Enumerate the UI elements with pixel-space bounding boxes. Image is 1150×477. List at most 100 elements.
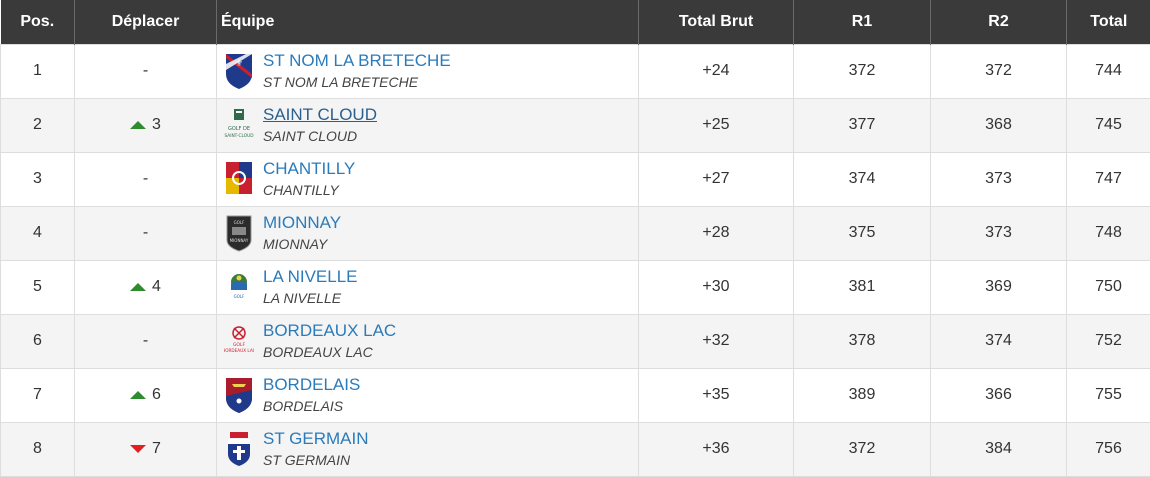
movement: 3 — [130, 116, 161, 134]
team-subtitle: MIONNAY — [263, 236, 341, 253]
total-value: 750 — [1095, 278, 1122, 295]
la-nivelle-logo-icon: GOLF — [223, 267, 255, 307]
team-link[interactable]: ST GERMAIN — [263, 429, 368, 449]
r1-cell: 389 — [794, 368, 931, 422]
total-value: 744 — [1095, 62, 1122, 79]
total-value: 755 — [1095, 386, 1122, 403]
move-cell: 3 — [75, 98, 217, 152]
move-cell: - — [75, 206, 217, 260]
team-link[interactable]: BORDEAUX LAC — [263, 321, 396, 341]
r1-cell: 372 — [794, 422, 931, 476]
team-link[interactable]: MIONNAY — [263, 213, 341, 233]
svg-text:GOLF: GOLF — [234, 294, 245, 299]
total-brut-value: +28 — [702, 224, 729, 241]
team-cell: BORDELAIS BORDELAIS — [217, 368, 639, 422]
table-row: 5 4 GOLF LA NIVELLE LA NIVELLE +30 381 3… — [1, 260, 1150, 314]
team-cell: GOLF LA NIVELLE LA NIVELLE — [217, 260, 639, 314]
team-link[interactable]: BORDELAIS — [263, 375, 360, 395]
position-value: 5 — [33, 278, 42, 295]
r1-value: 372 — [849, 440, 876, 457]
position-value: 6 — [33, 332, 42, 349]
team-subtitle: ST GERMAIN — [263, 452, 368, 469]
r1-cell: 377 — [794, 98, 931, 152]
st-germain-crest-icon — [223, 429, 255, 469]
team-subtitle: LA NIVELLE — [263, 290, 358, 307]
team-cell: ⚜ ST NOM LA BRETECHE ST NOM LA BRETECHE — [217, 44, 639, 98]
total-brut-value: +24 — [702, 62, 729, 79]
movement: - — [143, 170, 148, 188]
r1-cell: 374 — [794, 152, 931, 206]
table-row: 7 6 BORDELAIS BORDELAIS +35 389 366 755 — [1, 368, 1150, 422]
r1-cell: 381 — [794, 260, 931, 314]
svg-text:BORDEAUX LAC: BORDEAUX LAC — [224, 348, 254, 353]
arrow-up-icon — [130, 391, 146, 399]
table-header-row: Pos. Déplacer Équipe Total Brut R1 R2 To… — [1, 0, 1150, 44]
arrow-up-icon — [130, 121, 146, 129]
movement-value: 4 — [152, 278, 161, 296]
team-subtitle: SAINT CLOUD — [263, 128, 377, 145]
move-cell: - — [75, 44, 217, 98]
team-subtitle: BORDELAIS — [263, 398, 360, 415]
total-brut-value: +30 — [702, 278, 729, 295]
r2-value: 373 — [985, 224, 1012, 241]
arrow-up-icon — [130, 283, 146, 291]
team-subtitle: BORDEAUX LAC — [263, 344, 396, 361]
team-link[interactable]: LA NIVELLE — [263, 267, 358, 287]
header-pos[interactable]: Pos. — [1, 0, 75, 44]
r2-value: 369 — [985, 278, 1012, 295]
r2-value: 373 — [985, 170, 1012, 187]
team-cell: CHANTILLY CHANTILLY — [217, 152, 639, 206]
movement: - — [143, 224, 148, 242]
total-brut-value: +35 — [702, 386, 729, 403]
r2-value: 368 — [985, 116, 1012, 133]
header-r2[interactable]: R2 — [931, 0, 1067, 44]
team-subtitle: CHANTILLY — [263, 182, 355, 199]
total-brut-cell: +30 — [639, 260, 794, 314]
pos-cell: 2 — [1, 98, 75, 152]
position-value: 3 — [33, 170, 42, 187]
r1-cell: 378 — [794, 314, 931, 368]
pos-cell: 5 — [1, 260, 75, 314]
movement-value: - — [143, 332, 148, 350]
total-brut-cell: +35 — [639, 368, 794, 422]
r1-cell: 375 — [794, 206, 931, 260]
movement-value: - — [143, 62, 148, 80]
pos-cell: 1 — [1, 44, 75, 98]
r2-cell: 373 — [931, 206, 1067, 260]
movement-value: 7 — [152, 440, 161, 458]
team-subtitle: ST NOM LA BRETECHE — [263, 74, 451, 91]
r2-cell: 384 — [931, 422, 1067, 476]
team-link[interactable]: SAINT CLOUD — [263, 105, 377, 125]
total-brut-cell: +36 — [639, 422, 794, 476]
pos-cell: 3 — [1, 152, 75, 206]
movement: 6 — [130, 386, 161, 404]
r2-cell: 366 — [931, 368, 1067, 422]
header-total[interactable]: Total — [1067, 0, 1150, 44]
move-cell: - — [75, 152, 217, 206]
team-link[interactable]: ST NOM LA BRETECHE — [263, 51, 451, 71]
total-brut-value: +27 — [702, 170, 729, 187]
total-value: 756 — [1095, 440, 1122, 457]
movement: - — [143, 332, 148, 350]
st-nom-crest-icon: ⚜ — [223, 51, 255, 91]
total-cell: 744 — [1067, 44, 1150, 98]
move-cell: 7 — [75, 422, 217, 476]
header-move[interactable]: Déplacer — [75, 0, 217, 44]
position-value: 2 — [33, 116, 42, 133]
movement-value: 3 — [152, 116, 161, 134]
header-total-brut[interactable]: Total Brut — [639, 0, 794, 44]
svg-text:SAINT-CLOUD: SAINT-CLOUD — [224, 133, 254, 139]
team-link[interactable]: CHANTILLY — [263, 159, 355, 179]
svg-text:GOLF DE: GOLF DE — [228, 126, 250, 132]
header-team[interactable]: Équipe — [217, 0, 639, 44]
header-r1[interactable]: R1 — [794, 0, 931, 44]
r1-value: 374 — [849, 170, 876, 187]
svg-text:⚜: ⚜ — [235, 59, 243, 69]
